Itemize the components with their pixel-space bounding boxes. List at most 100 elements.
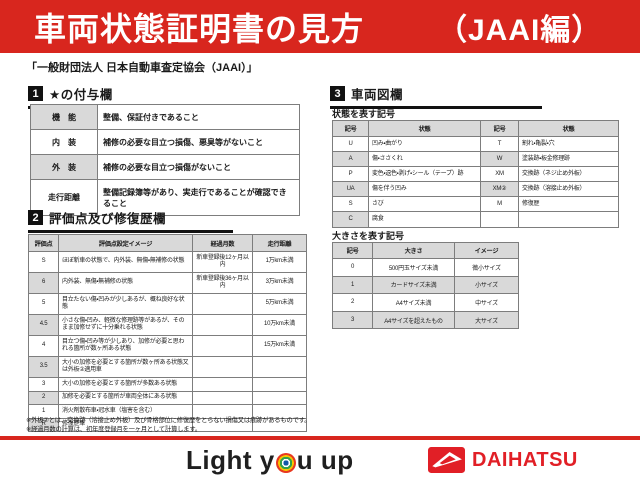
size-symbols-table: 記号 大きさ イメージ 0 500円玉サイズ未満 微小サイズ 1 カードサイズ未満 小サイズ 2… [332, 242, 519, 330]
table-row: A 傷・ささくれ W 塗装跡・板金修理跡 [332, 151, 619, 168]
table-cell: 500円玉サイズ未満 [372, 258, 455, 277]
evaluation-points-table: 評価点 評価点設定イメージ 経過月数 走行距離 S ほぼ新車の状態で、内外装、無傷・無補… [28, 234, 307, 432]
section2-number-badge: 2 [28, 210, 43, 225]
table-cell [192, 314, 253, 336]
table-cell: XM [480, 166, 519, 183]
column-header: イメージ [454, 242, 519, 259]
table-cell [252, 404, 307, 419]
page-title-edition: （JAAI編） [437, 13, 603, 47]
table-cell: 微小サイズ [454, 258, 519, 277]
table-cell: 中サイズ [454, 293, 519, 312]
table-row: 0 500円玉サイズ未満 微小サイズ [332, 258, 519, 277]
table-row: C 腐食 [332, 211, 619, 228]
table-cell: T [480, 135, 519, 153]
table-cell: 大サイズ [454, 310, 519, 330]
table-cell [192, 377, 253, 392]
table-cell: 腐食 [368, 211, 481, 228]
table-cell: 3 [28, 377, 59, 392]
table-row: 6 内外装、無傷・無補修の状態 新車登録後36ヶ月以内 3万km未満 [28, 272, 307, 294]
table-row: P 変色・退色・剥げ・シール（テープ）跡 XM 交換跡（ネジ止め外板） [332, 166, 619, 183]
table-cell: 機 能 [30, 104, 98, 130]
star-criteria-table: 機 能整備、保証付きであること内 装補修の必要な目立つ損傷、悪臭等がないこと外 … [30, 104, 300, 216]
table-cell [192, 293, 253, 315]
table-cell: 15万km未満 [252, 335, 307, 357]
title-banner: 車両状態証明書の見方 （JAAI編） [0, 0, 640, 53]
section3-title: 車両図欄 [351, 88, 404, 102]
table-row: U 凹み・曲がり T 割れ・亀裂・穴 [332, 135, 619, 153]
table-cell [518, 211, 619, 228]
table-cell: 変色・退色・剥げ・シール（テープ）跡 [368, 166, 481, 183]
table-cell: XM② [480, 181, 519, 198]
column-header: 大きさ [372, 242, 455, 259]
column-header: 記号 [332, 242, 373, 259]
table-cell: 割れ・亀裂・穴 [518, 135, 619, 153]
table-cell: 交換跡（ネジ止め外板） [518, 166, 619, 183]
table-header-row: 記号 状態 記号 状態 [332, 120, 619, 137]
slogan-text-right: u up [296, 445, 354, 475]
table-cell [192, 356, 253, 378]
table-cell: 1 [28, 404, 59, 419]
section2-title: 評価点及び修復歴欄 [49, 212, 167, 226]
table-row: 2 加修を必要とする箇所が車両全体にある状態 [28, 390, 307, 405]
table-cell: 内 装 [30, 129, 98, 155]
table-cell: 4.5 [28, 314, 59, 336]
table-cell: P [332, 166, 369, 183]
table-row: 1 カードサイズ未満 小サイズ [332, 275, 519, 295]
table-cell: 小サイズ [454, 275, 519, 295]
table-cell: 5 [28, 293, 59, 315]
table-cell: 内外装、無傷・無補修の状態 [58, 272, 193, 294]
table-cell: 3万km未満 [252, 272, 307, 294]
table-cell: 修復歴 [518, 196, 619, 213]
section2-header: 2 評価点及び修復歴欄 [28, 208, 233, 233]
slogan-text-left: Light y [186, 445, 275, 475]
table-cell [252, 377, 307, 392]
table-row: R 修復歴車 [28, 417, 307, 432]
table-row: UA 傷を伴う凹み XM② 交換跡（溶接止め外板） [332, 181, 619, 198]
table-cell: 整備、保証付きであること [97, 104, 300, 130]
table-cell: A [332, 151, 369, 168]
table-row: 3 大小の加修を必要とする箇所が多数ある状態 [28, 377, 307, 392]
table-cell: 交換跡（溶接止め外板） [518, 181, 619, 198]
table-cell: S [28, 251, 59, 273]
daihatsu-logo: DAIHATSU [428, 447, 578, 473]
table-row: 2 A4サイズ未満 中サイズ [332, 293, 519, 312]
footnotes: ※外板②とは、交換跡（溶接止め外板）及び骨格部位に修復歴をとらない損傷又は痕跡が… [26, 416, 310, 434]
table-cell: 小さな傷・凹み、軽微な修理跡等があるが、そのまま加修せずに十分乗れる状態 [58, 314, 193, 336]
footnote-line: ※外板②とは、交換跡（溶接止め外板）及び骨格部位に修復歴をとらない損傷又は痕跡が… [26, 417, 311, 424]
table-cell: 0 [332, 258, 373, 277]
table-cell: UA [332, 181, 369, 198]
table-header-row: 記号 大きさ イメージ [332, 242, 519, 259]
daihatsu-wordmark: DAIHATSU [472, 448, 578, 471]
table-cell: M [480, 196, 519, 213]
table-row: S さび M 修復歴 [332, 196, 619, 213]
column-header: 経過月数 [192, 234, 253, 252]
table-cell: 傷を伴う凹み [368, 181, 481, 198]
table-cell: 傷・ささくれ [368, 151, 481, 168]
table-cell: 1 [332, 275, 373, 295]
footer-divider [0, 436, 640, 440]
table-cell: 塗装跡・板金修理跡 [518, 151, 619, 168]
table-cell: 3 [332, 310, 373, 330]
table-cell: 凹み・曲がり [368, 135, 481, 153]
table-cell: 新車登録後12ヶ月以内 [192, 251, 253, 273]
table-cell: 目立つ傷・凹み等が少しあり、加修が必要と思われる箇所が数ヶ所ある状態 [58, 335, 193, 357]
table-cell: 補修の必要な目立つ損傷、悪臭等がないこと [97, 129, 300, 155]
table-row: 1 消火剤散布車・冠水車（塩害を含む） [28, 404, 307, 419]
column-header: 評価点設定イメージ [58, 234, 193, 252]
table-row: 内 装補修の必要な目立つ損傷、悪臭等がないこと [30, 129, 300, 155]
table-cell: 3.5 [28, 356, 59, 378]
table-cell: 6 [28, 272, 59, 294]
footnote-line: ※経過月数の計算は、初年度登録月を一ヶ月として計算します。 [26, 426, 201, 433]
state-symbols-heading: 状態を表す記号 [332, 109, 396, 119]
table-row: 4.5 小さな傷・凹み、軽微な修理跡等があるが、そのまま加修せずに十分乗れる状態 1… [28, 314, 307, 336]
table-row: 5 目立たない傷・凹みが少しあるが、概ね良好な状態 5万km未満 [28, 293, 307, 315]
table-cell: S [332, 196, 369, 213]
table-cell [252, 390, 307, 405]
table-cell: 10万km未満 [252, 314, 307, 336]
target-circle-icon [275, 452, 296, 473]
table-cell [192, 390, 253, 405]
table-header-row: 評価点 評価点設定イメージ 経過月数 走行距離 [28, 234, 307, 252]
table-cell: 補修の必要な目立つ損傷がないこと [97, 154, 300, 180]
table-cell: 大小の加修を必要とする箇所が数ヶ所ある状態又は外板②適用車 [58, 356, 193, 378]
